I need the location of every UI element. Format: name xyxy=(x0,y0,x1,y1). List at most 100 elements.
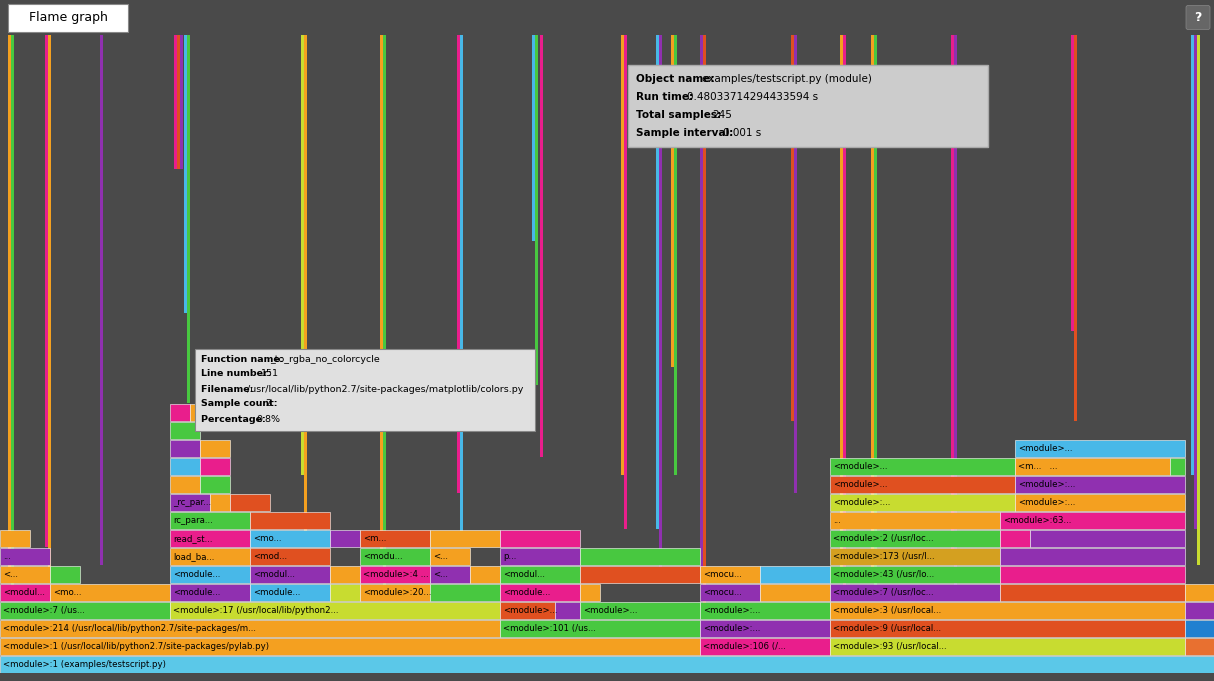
Bar xyxy=(250,566,330,583)
Bar xyxy=(361,530,430,547)
Bar xyxy=(830,620,1185,637)
Bar xyxy=(0,530,30,547)
Bar xyxy=(700,35,703,583)
Text: <mocu...: <mocu... xyxy=(703,588,742,597)
Bar xyxy=(700,584,760,601)
Bar xyxy=(0,620,500,637)
Text: <module>:...: <module>:... xyxy=(703,606,760,615)
Bar xyxy=(170,440,200,457)
Text: 151: 151 xyxy=(261,370,279,379)
Bar xyxy=(8,35,11,583)
Bar xyxy=(0,638,700,655)
Bar xyxy=(430,530,500,547)
Bar xyxy=(830,602,1185,619)
Bar xyxy=(330,566,361,583)
Bar xyxy=(50,584,170,601)
Bar xyxy=(200,476,229,493)
Text: Sample interval:: Sample interval: xyxy=(636,128,737,138)
Bar xyxy=(794,35,798,493)
Text: <module>:...: <module>:... xyxy=(833,498,890,507)
Text: examples/testscript.py (module): examples/testscript.py (module) xyxy=(703,74,872,84)
Text: <module>:1 (examples/testscript.py): <module>:1 (examples/testscript.py) xyxy=(2,660,166,669)
Bar xyxy=(830,548,1000,565)
Text: <mo...: <mo... xyxy=(253,534,282,543)
Text: _rc_par...: _rc_par... xyxy=(174,498,211,507)
Text: <mo...: <mo... xyxy=(53,588,81,597)
Bar xyxy=(170,458,200,475)
Text: <module>:93 (/usr/local...: <module>:93 (/usr/local... xyxy=(833,642,947,651)
Bar xyxy=(430,566,470,583)
Text: <modu...: <modu... xyxy=(363,552,403,561)
Bar xyxy=(177,35,180,169)
Bar xyxy=(49,35,51,583)
Text: Filename:: Filename: xyxy=(202,385,256,394)
Bar xyxy=(430,548,470,565)
Text: <module>:101 (/us...: <module>:101 (/us... xyxy=(503,624,596,633)
Text: <module>...: <module>... xyxy=(503,606,557,615)
Bar xyxy=(1000,584,1185,601)
Bar xyxy=(1015,494,1185,511)
Bar xyxy=(870,35,874,583)
Bar xyxy=(1000,512,1185,529)
Bar xyxy=(624,35,626,529)
Text: <...: <... xyxy=(433,570,448,579)
Bar xyxy=(330,584,361,601)
Bar xyxy=(555,602,580,619)
Bar xyxy=(622,35,624,475)
Bar xyxy=(500,584,580,601)
Bar xyxy=(361,548,430,565)
Text: <module>:106 (/...: <module>:106 (/... xyxy=(703,642,785,651)
Bar xyxy=(580,584,600,601)
Bar xyxy=(792,35,794,421)
Bar xyxy=(170,530,250,547)
Bar xyxy=(1015,458,1170,475)
Text: <module>:17 (/usr/local/lib/python2...: <module>:17 (/usr/local/lib/python2... xyxy=(174,606,339,615)
Bar xyxy=(460,35,463,547)
Bar xyxy=(760,584,830,601)
Text: Flame graph: Flame graph xyxy=(29,11,107,24)
Bar xyxy=(382,35,386,601)
Bar xyxy=(1015,476,1185,493)
Bar xyxy=(0,548,50,565)
Bar xyxy=(170,422,200,439)
Text: <mocu...: <mocu... xyxy=(703,570,742,579)
Text: <module>:173 (/usr/l...: <module>:173 (/usr/l... xyxy=(833,552,935,561)
Bar xyxy=(301,35,304,475)
Bar xyxy=(500,566,580,583)
Text: load_ba...: load_ba... xyxy=(174,552,215,561)
Bar xyxy=(500,602,555,619)
Bar xyxy=(191,404,210,421)
Bar xyxy=(1000,566,1185,583)
Bar xyxy=(700,566,760,583)
Text: <module>:63...: <module>:63... xyxy=(1003,516,1072,525)
Text: <module...: <module... xyxy=(503,588,550,597)
Bar xyxy=(1074,35,1077,421)
Bar xyxy=(210,494,229,511)
FancyBboxPatch shape xyxy=(1186,5,1210,29)
Bar xyxy=(656,35,659,529)
Bar xyxy=(174,35,177,169)
Text: ?: ? xyxy=(1195,11,1202,24)
FancyBboxPatch shape xyxy=(628,65,988,147)
Bar xyxy=(50,566,80,583)
Bar xyxy=(1000,530,1029,547)
Bar xyxy=(380,35,382,565)
Text: _to_rgba_no_colorcycle: _to_rgba_no_colorcycle xyxy=(270,355,380,364)
Bar xyxy=(830,476,1015,493)
Bar xyxy=(830,530,1000,547)
Bar xyxy=(1197,35,1199,565)
Bar xyxy=(760,566,830,583)
Bar xyxy=(1185,620,1214,637)
Bar xyxy=(229,494,270,511)
Text: <module>:43 (/usr/lo...: <module>:43 (/usr/lo... xyxy=(833,570,935,579)
Bar xyxy=(250,548,330,565)
Bar xyxy=(954,35,957,601)
Bar xyxy=(1191,35,1195,475)
Text: 245: 245 xyxy=(713,110,732,120)
Bar xyxy=(1185,638,1214,655)
Text: 0.8%: 0.8% xyxy=(256,415,280,424)
Bar xyxy=(361,566,430,583)
Text: 2: 2 xyxy=(266,400,272,409)
Bar xyxy=(659,35,662,583)
Bar xyxy=(1015,440,1185,457)
